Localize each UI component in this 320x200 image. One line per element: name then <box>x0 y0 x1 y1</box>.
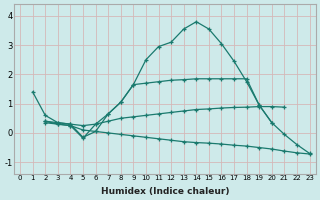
X-axis label: Humidex (Indice chaleur): Humidex (Indice chaleur) <box>100 187 229 196</box>
